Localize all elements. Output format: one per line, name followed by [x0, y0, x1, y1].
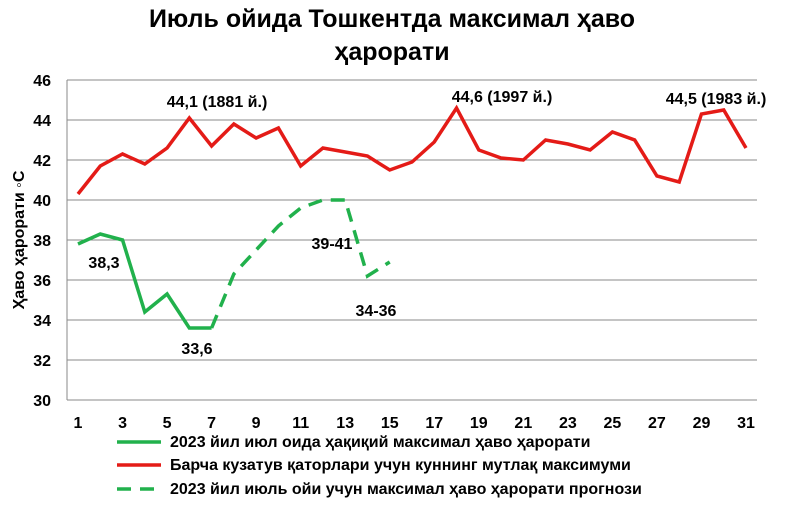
series-line-1: [76, 104, 748, 196]
gridlines: [67, 79, 757, 361]
x-tick-label: 11: [292, 415, 309, 432]
data-label: 44,1 (1881 й.): [167, 94, 268, 111]
legend-label: Барча кузатув қаторлари учун куннинг мут…: [170, 457, 631, 474]
y-axis-label-text: Ҳаво ҳарорати ◦С: [11, 170, 28, 309]
data-label: 34-36: [356, 303, 397, 320]
x-tick-label: 9: [252, 415, 261, 432]
x-tick-label: 7: [207, 415, 216, 432]
series-line-2: [209, 198, 391, 329]
series-line-0: [77, 232, 212, 330]
x-tick-label: 17: [425, 415, 443, 432]
data-label: 44,5 (1983 й.): [666, 91, 767, 108]
chart-title-line: Июль ойида Тошкентда максимал ҳаво: [149, 5, 635, 33]
x-tick-label: 15: [381, 415, 399, 432]
x-tick-label: 1: [74, 415, 83, 432]
data-label: 38,3: [88, 255, 119, 272]
y-tick-label: 46: [33, 73, 51, 90]
y-tick-label: 42: [33, 153, 51, 170]
y-tick-label: 34: [33, 313, 51, 330]
x-tick-label: 29: [693, 415, 711, 432]
data-label: 44,6 (1997 й.): [452, 89, 553, 106]
chart-title: Июль ойида Тошкентда максимал ҳаво ҳарора…: [149, 5, 635, 66]
x-tick-label: 5: [163, 415, 172, 432]
series-lines: [76, 104, 748, 330]
chart-title-line: ҳарорати: [334, 38, 449, 66]
annotations: 44,1 (1881 й.) 44,6 (1997 й.) 44,5 (1983 й…: [88, 89, 766, 358]
axes: [66, 80, 757, 401]
y-tick-label: 36: [33, 273, 51, 290]
x-tick-label: 27: [648, 415, 666, 432]
x-tick-label: 31: [737, 415, 755, 432]
y-tick-label: 30: [33, 393, 51, 410]
y-tick-label: 38: [33, 233, 51, 250]
x-tick-labels: 1 3 5 7 9 11 13 15 17 19 21 23 25 27 29 31: [74, 415, 755, 432]
data-label: 33,6: [181, 341, 212, 358]
x-tick-label: 3: [118, 415, 127, 432]
y-tick-label: 32: [33, 353, 51, 370]
y-tick-labels: 30 32 34 36 38 40 42 44 46: [33, 73, 51, 410]
y-axis-label: Ҳаво ҳарорати ◦С: [11, 170, 28, 309]
x-tick-label: 21: [514, 415, 532, 432]
legend-label: 2023 йил июл оида ҳақиқий максимал ҳаво …: [170, 434, 590, 451]
legend-label: 2023 йил июль ойи учун максимал ҳаво ҳар…: [170, 481, 642, 498]
x-tick-label: 13: [336, 415, 354, 432]
x-tick-label: 19: [470, 415, 488, 432]
y-tick-label: 44: [33, 113, 51, 130]
y-tick-label: 40: [33, 193, 51, 210]
x-tick-label: 23: [559, 415, 577, 432]
data-label: 39-41: [312, 236, 353, 253]
x-tick-label: 25: [604, 415, 622, 432]
legend: 2023 йил июл оида ҳақиқий максимал ҳаво …: [117, 434, 642, 498]
